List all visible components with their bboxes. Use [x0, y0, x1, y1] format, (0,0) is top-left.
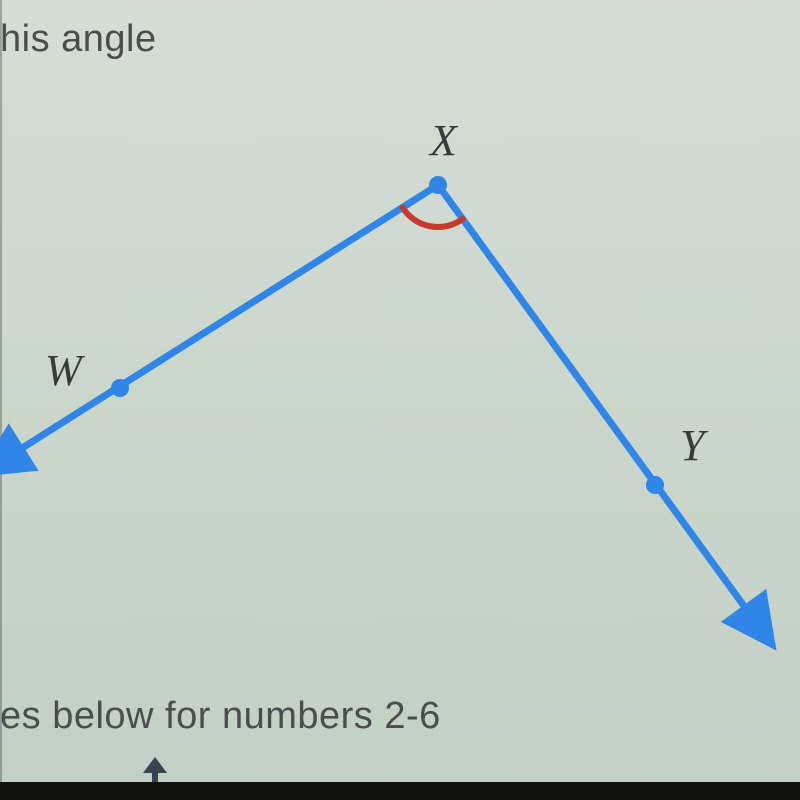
- bottom-arrow-svg: [0, 0, 800, 800]
- bottom-bezel: [0, 782, 800, 800]
